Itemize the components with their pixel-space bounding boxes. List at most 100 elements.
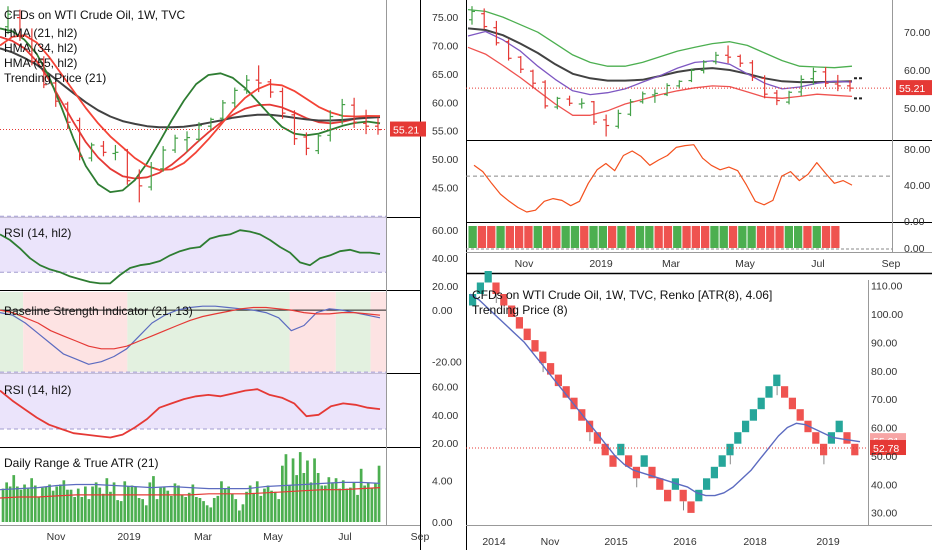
range-bar-23: [84, 486, 87, 522]
range-bar-63: [227, 486, 230, 522]
price-bar-23: [279, 87, 286, 119]
range-bar-15: [55, 486, 59, 522]
range-bar-89: [320, 485, 324, 522]
range-bar-105: [377, 465, 381, 522]
price-bar-16: [195, 122, 202, 142]
price-bar-13: [627, 99, 634, 117]
signal-bar-38: [821, 226, 831, 248]
signal-bar-25: [701, 226, 710, 248]
range-bar-95: [341, 480, 345, 522]
rsi-2-y-tick-label-2: 20.00: [432, 438, 458, 450]
panel-title: Daily Range & True ATR (21): [4, 456, 159, 470]
signal-bar-0: [468, 226, 477, 248]
range-bar-55: [198, 498, 202, 522]
right-time-axis-tick-label-0: Nov: [515, 258, 534, 270]
price-bar-25: [303, 132, 310, 156]
renko-brick-47: [835, 420, 843, 433]
range-bar-53: [191, 484, 195, 522]
renko-brick-44: [812, 432, 820, 444]
range-bar-104: [374, 483, 377, 522]
price-bar-4: [517, 56, 524, 74]
rsi-band: [0, 372, 386, 429]
last-price-label-bg: [896, 80, 932, 96]
price-bar-30: [834, 74, 841, 92]
right-time-axis-tick-label-1: 2019: [589, 258, 613, 270]
renko-brick-28: [687, 501, 695, 513]
range-bar-5: [19, 489, 23, 522]
renko-brick-1: [476, 282, 484, 294]
signal-bar-27: [719, 226, 728, 248]
right-time-axis-tick-label-4: Jul: [811, 258, 824, 270]
price-bar-15: [184, 131, 191, 152]
price-bar-18: [688, 68, 695, 83]
series-line-1: [0, 47, 381, 129]
range-bar-75: [270, 490, 273, 522]
renko-brick-8: [531, 340, 539, 352]
range-bar-94: [338, 488, 341, 522]
range-bar-10: [37, 497, 41, 522]
price-bar-0: [469, 6, 475, 25]
signal-bar-15: [608, 226, 617, 248]
range-bar-2: [8, 486, 12, 522]
range-bar-77: [277, 499, 281, 522]
range-bar-92: [331, 482, 334, 522]
rsi-1-y-tick-label-2: 20.00: [432, 281, 458, 293]
series-line-1: [0, 306, 381, 350]
price-bar-23: [749, 60, 756, 81]
renko-brick-7: [523, 328, 531, 341]
range-bar-19: [69, 489, 73, 522]
price-bar-28: [339, 98, 346, 125]
main-price-y-tick-label-2: 65.00: [432, 69, 458, 81]
right-price-panel: 55.21 70.00 60.00 50.00: [466, 6, 932, 137]
renko-brick-27: [679, 489, 687, 502]
range-bar-96: [345, 488, 349, 522]
range-bar-40: [144, 505, 148, 522]
main-price-y-tick-label-6: 45.00: [432, 183, 458, 195]
signal-bar-23: [682, 226, 691, 248]
renko-brick-15: [586, 420, 594, 433]
range-bar-20: [73, 497, 76, 522]
renko-brick-26: [671, 478, 679, 490]
range-bar-50: [180, 494, 184, 522]
range-bar-78: [281, 465, 284, 522]
range-bar-71: [255, 481, 259, 522]
atr-baseline-line: [0, 487, 381, 499]
signal-bar-39: [831, 226, 840, 248]
daily-range-y-tick-label-1: 0.00: [432, 517, 453, 529]
renko-brick-9: [539, 351, 547, 364]
renko-brick-23: [648, 466, 656, 479]
right-price-y-tick-label-1: 60.00: [904, 65, 930, 77]
renko-brick-33: [726, 443, 734, 456]
renko-brick-45: [820, 443, 828, 456]
renko-time-axis-tick-label-0: 2014: [482, 536, 506, 548]
signal-bar-1: [477, 226, 487, 248]
series-line-0: [467, 8, 853, 69]
range-bar-99: [356, 494, 359, 522]
signal-bar-13: [589, 226, 598, 248]
right-time-axis-tick-label-5: Sep: [882, 258, 901, 270]
price-bar-24: [291, 110, 298, 145]
renko-time-axis-tick-label-2: 2015: [604, 536, 628, 548]
price-bar-20: [712, 51, 719, 65]
range-bar-6: [23, 484, 26, 522]
left-time-axis-tick-label-1: 2019: [117, 531, 141, 543]
rsi-2-y-tick-label-1: 40.00: [432, 410, 458, 422]
range-bar-60: [216, 495, 220, 522]
signal-bar-24: [691, 226, 700, 248]
range-bar-12: [44, 486, 48, 522]
signal-bar-8: [542, 226, 552, 248]
main-price-y-tick-label-3: 60.00: [432, 97, 458, 109]
range-bar-28: [101, 493, 105, 522]
range-bar-45: [162, 486, 166, 522]
range-bar-9: [33, 485, 37, 522]
price-bar-19: [700, 60, 707, 74]
price-bar-22: [737, 54, 744, 67]
range-bar-85: [306, 460, 309, 522]
left-time-axis-tick-label-3: May: [263, 531, 284, 543]
price-bar-29: [822, 66, 829, 87]
price-bar-4: [52, 81, 59, 107]
renko-brick-34: [734, 432, 742, 444]
renko-brick-10: [547, 363, 555, 375]
range-bar-102: [366, 482, 370, 522]
